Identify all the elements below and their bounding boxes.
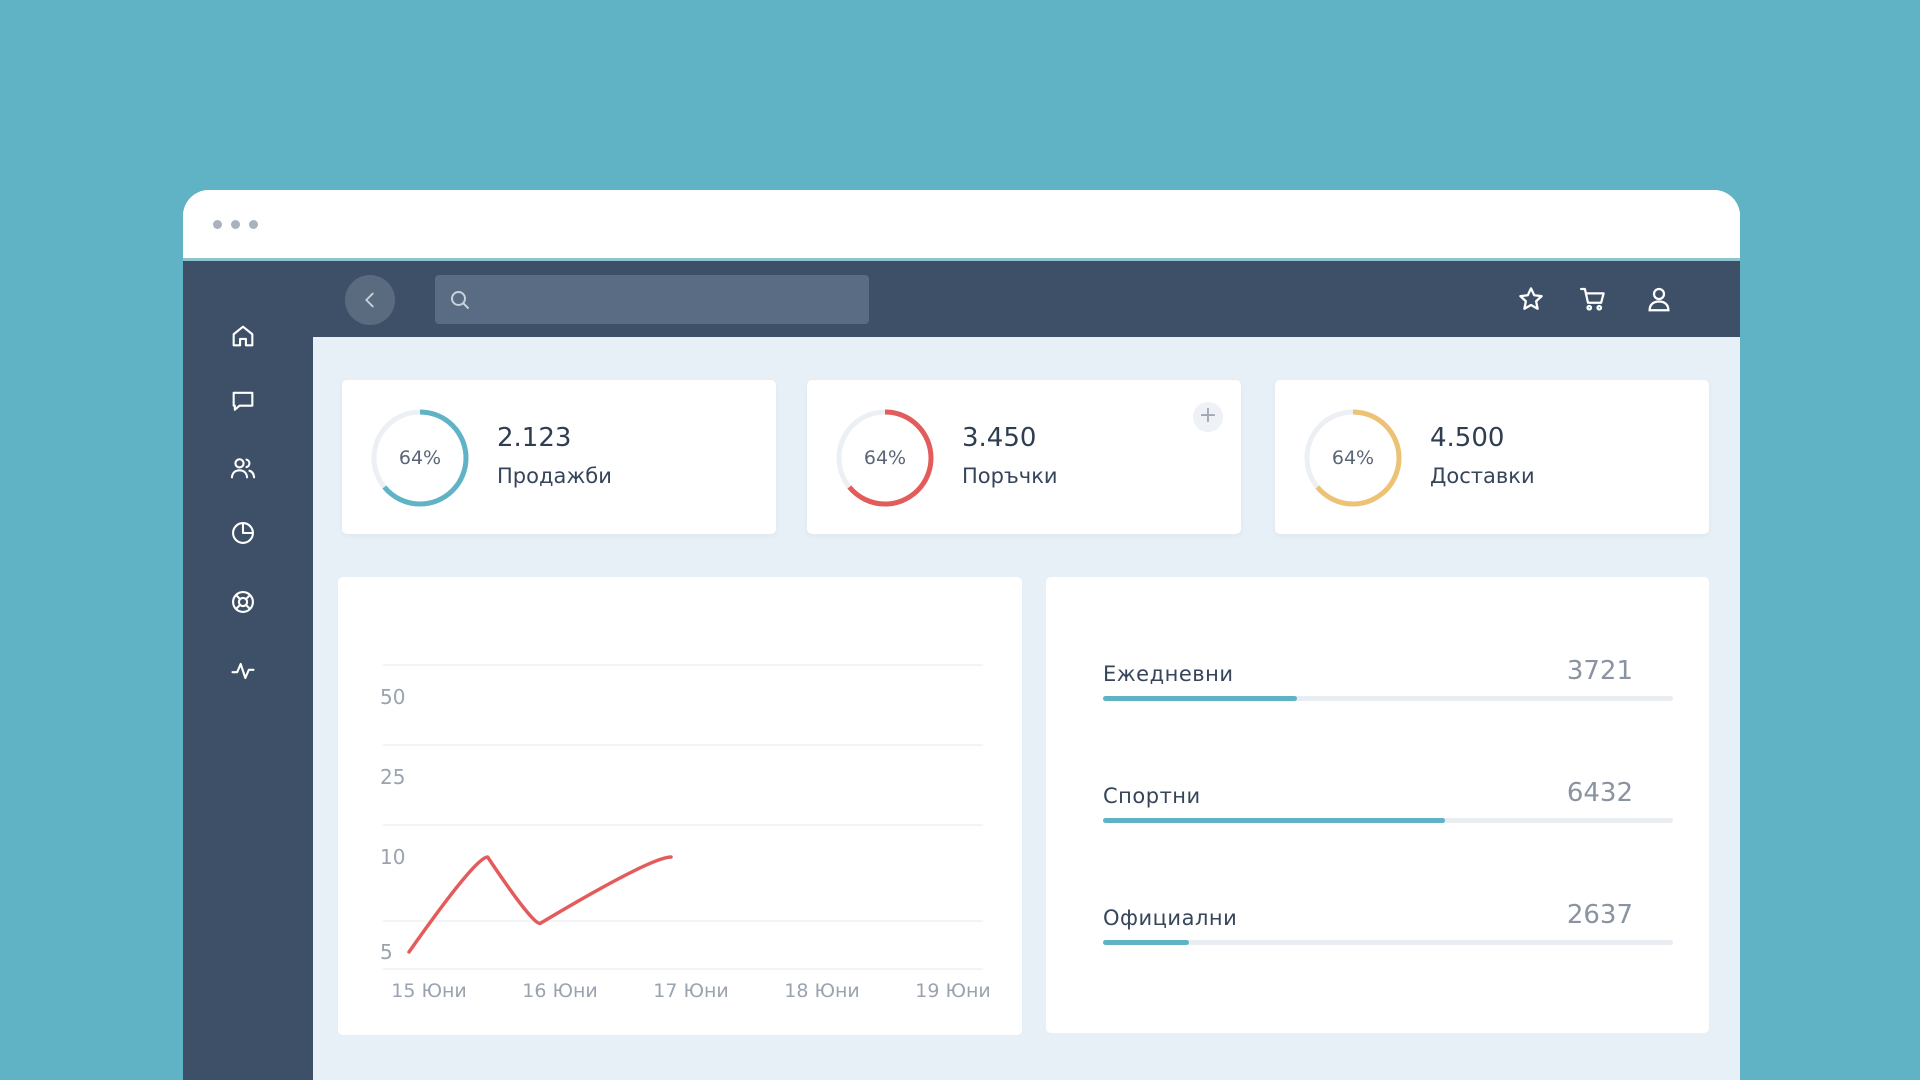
progress-track (1103, 818, 1673, 823)
pie-chart-icon (232, 522, 254, 544)
chevron-left-icon (365, 292, 374, 308)
sidebar-item-activity[interactable] (227, 655, 259, 687)
stat-card-orders[interactable]: 64% 3.450 Поръчки + (807, 380, 1241, 534)
browser-window: 64% 2.123 Продажби 64% 3.450 Поръчки + 6… (183, 190, 1740, 1080)
window-dots[interactable] (213, 220, 258, 229)
sidebar-item-reports[interactable] (227, 517, 259, 549)
sidebar-item-home[interactable] (227, 320, 259, 352)
activity-icon (231, 662, 255, 680)
lifebuoy-icon (232, 591, 254, 613)
stat-value: 4.500 (1430, 423, 1505, 453)
line-chart-card: 50 25 10 5 15 Юни 16 Юни 17 Юни 18 Юни 19 Юни (338, 577, 1022, 1035)
progress-track (1103, 940, 1673, 945)
search-icon[interactable] (448, 288, 472, 312)
titlebar-divider (183, 258, 1740, 261)
line-chart: 50 25 10 5 15 Юни 16 Юни 17 Юни 18 Юни 19 Юни (380, 664, 991, 1002)
profile-button[interactable] (1643, 283, 1675, 315)
progress-ring (836, 409, 934, 507)
sidebar (183, 261, 313, 1080)
dot-icon (213, 220, 222, 229)
sidebar-item-messages[interactable] (227, 385, 259, 417)
ring-percent: 64% (1331, 447, 1375, 469)
category-value: 6432 (1566, 778, 1633, 808)
progress-fill (1103, 940, 1189, 945)
y-tick-label: 10 (380, 845, 405, 869)
x-tick-label: 16 Юни (522, 980, 598, 1002)
sidebar-item-support[interactable] (227, 586, 259, 618)
category-list-card: Ежедневни 3721 Спортни 6432 Официални 26… (1046, 577, 1709, 1033)
dashboard-content: 64% 2.123 Продажби 64% 3.450 Поръчки + 6… (313, 337, 1740, 1080)
y-tick-label: 25 (380, 765, 405, 789)
ring-percent: 64% (863, 447, 907, 469)
y-tick-label: 5 (380, 940, 393, 964)
x-tick-label: 15 Юни (391, 980, 467, 1002)
dot-icon (249, 220, 258, 229)
ring-percent: 64% (398, 447, 442, 469)
x-tick-label: 19 Юни (915, 980, 991, 1002)
stat-card-deliveries[interactable]: 64% 4.500 Доставки (1275, 380, 1709, 534)
stat-label: Продажби (497, 464, 612, 488)
users-icon (230, 458, 256, 479)
window-titlebar (183, 190, 1740, 259)
stat-label: Поръчки (962, 464, 1058, 488)
progress-track (1103, 696, 1673, 701)
back-button[interactable] (345, 275, 395, 325)
category-label: Ежедневни (1103, 662, 1234, 686)
category-row-sport[interactable]: Спортни 6432 (1103, 778, 1673, 844)
sidebar-item-users[interactable] (227, 452, 259, 484)
search-bar (435, 275, 869, 326)
dot-icon (231, 220, 240, 229)
category-value: 3721 (1566, 656, 1633, 686)
series-line (407, 855, 673, 954)
top-bar (313, 261, 1740, 337)
cart-icon (1580, 287, 1605, 311)
star-icon (1519, 287, 1543, 310)
stat-label: Доставки (1430, 464, 1535, 488)
add-button[interactable]: + (1193, 402, 1223, 432)
category-row-official[interactable]: Официални 2637 (1103, 900, 1673, 966)
progress-fill (1103, 818, 1445, 823)
x-tick-label: 17 Юни (653, 980, 729, 1002)
category-label: Спортни (1103, 784, 1201, 808)
home-icon (232, 325, 254, 347)
chat-icon (232, 391, 254, 411)
cart-button[interactable] (1577, 283, 1609, 315)
category-value: 2637 (1566, 900, 1633, 930)
progress-ring (1304, 409, 1402, 507)
user-icon (1648, 287, 1670, 312)
x-tick-label: 18 Юни (784, 980, 860, 1002)
favorites-button[interactable] (1515, 283, 1547, 315)
progress-ring (371, 409, 469, 507)
category-row-daily[interactable]: Ежедневни 3721 (1103, 656, 1673, 722)
y-tick-label: 50 (380, 685, 405, 709)
stat-card-sales[interactable]: 64% 2.123 Продажби (342, 380, 776, 534)
category-label: Официални (1103, 906, 1238, 930)
progress-fill (1103, 696, 1297, 701)
stat-value: 3.450 (962, 423, 1037, 453)
search-input[interactable] (481, 275, 865, 326)
stat-value: 2.123 (497, 423, 572, 453)
